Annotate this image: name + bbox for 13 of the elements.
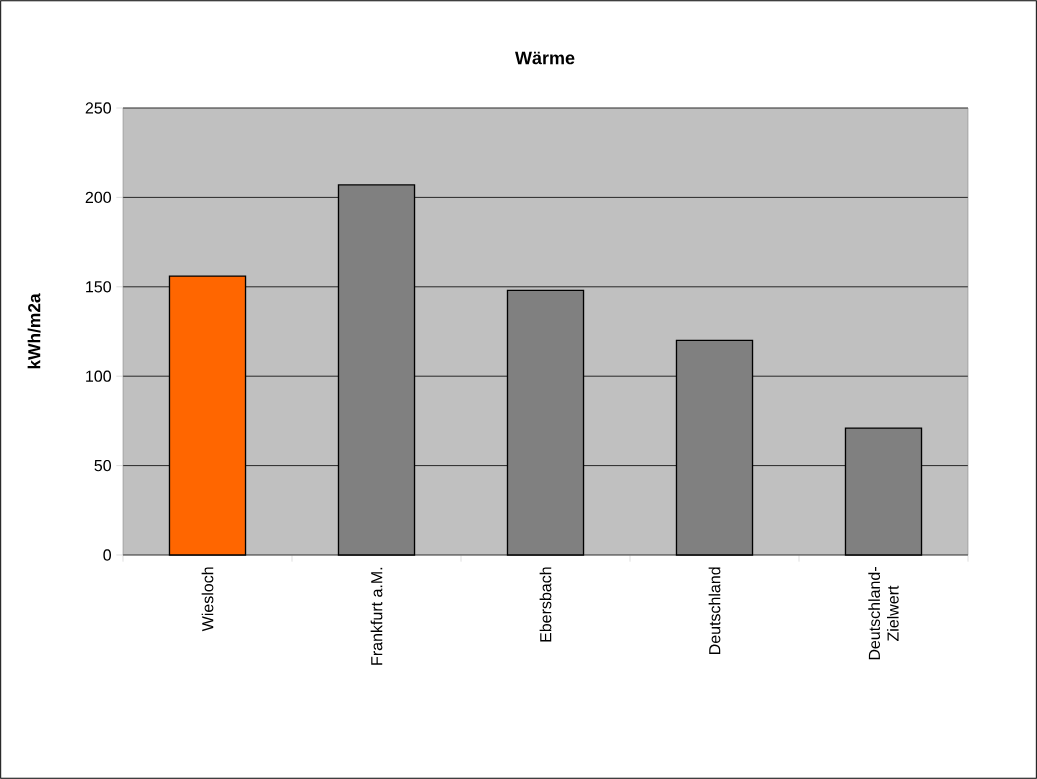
x-tick-label: Deutschland-Zielwert bbox=[868, 567, 899, 660]
y-tick-label: 250 bbox=[85, 102, 111, 114]
y-tick-label: 50 bbox=[94, 459, 112, 472]
x-tick-label: Wiesloch bbox=[201, 567, 214, 632]
y-tick-label: 100 bbox=[86, 370, 111, 382]
x-tick-label: Deutschland bbox=[708, 567, 721, 655]
y-tick-label: 200 bbox=[85, 191, 111, 204]
y-tick-label: 150 bbox=[86, 281, 111, 293]
chart-title: Wärme bbox=[515, 51, 575, 65]
y-axis-title: kWh/m2a bbox=[27, 293, 41, 369]
x-tick-label: Ebersbach bbox=[539, 567, 552, 642]
x-tick-label: Frankfurt a.M. bbox=[370, 567, 383, 665]
y-tick-label: 0 bbox=[103, 549, 112, 561]
